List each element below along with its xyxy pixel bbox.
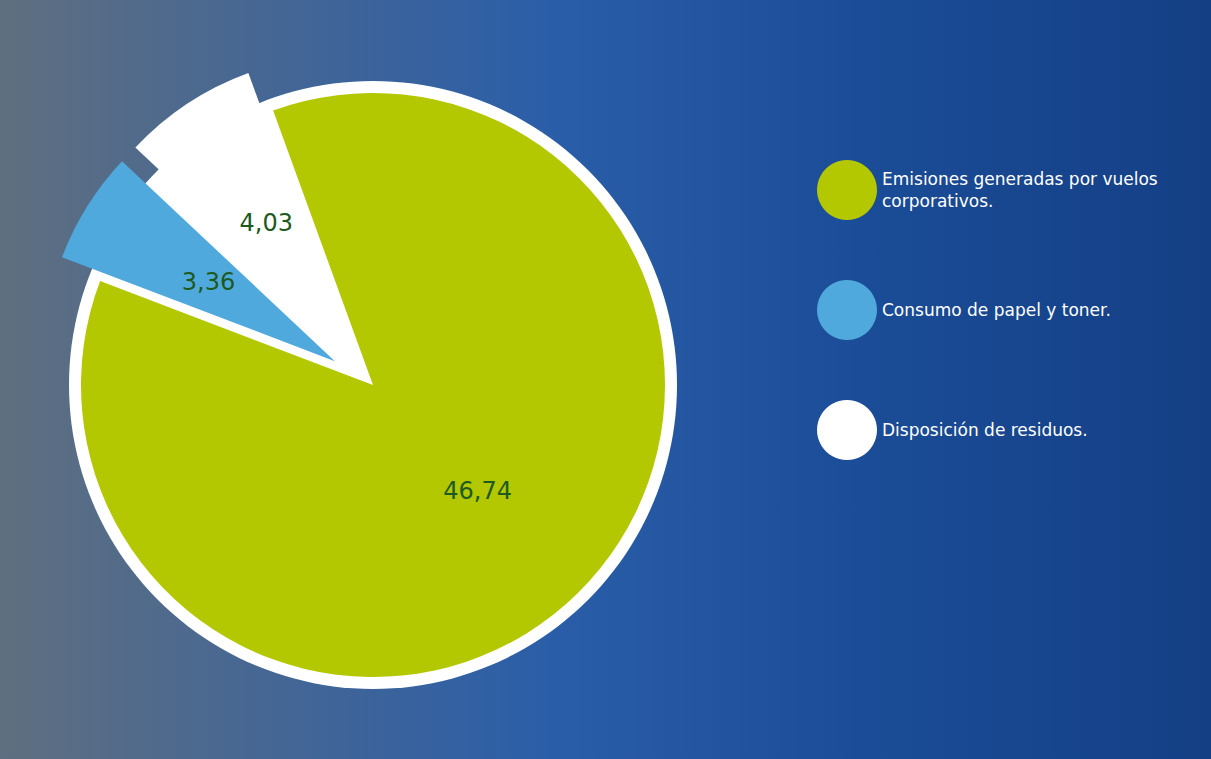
svg-text:4,03: 4,03 — [239, 209, 292, 237]
svg-text:46,74: 46,74 — [443, 477, 512, 505]
svg-text:Emisiones generadas por vuelos: Emisiones generadas por vuelos — [882, 169, 1163, 189]
svg-text:corporativos.: corporativos. — [882, 191, 993, 211]
svg-text:3,36: 3,36 — [182, 268, 235, 296]
svg-text:Disposición de residuos.: Disposición de residuos. — [882, 420, 1088, 440]
svg-text:Consumo de papel y toner.: Consumo de papel y toner. — [882, 300, 1111, 320]
